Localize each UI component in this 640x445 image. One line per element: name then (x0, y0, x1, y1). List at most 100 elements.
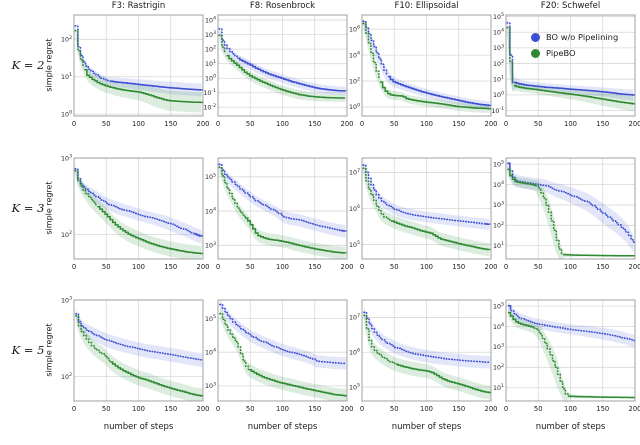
svg-text:200: 200 (485, 405, 498, 413)
svg-text:0: 0 (216, 263, 220, 271)
svg-text:105: 105 (493, 160, 504, 169)
svg-text:101: 101 (61, 72, 72, 81)
svg-text:100: 100 (132, 263, 145, 271)
svg-text:105: 105 (349, 383, 360, 392)
svg-text:200: 200 (197, 120, 210, 128)
svg-text:200: 200 (629, 405, 640, 413)
row-label-k3: K = 3 (11, 201, 45, 215)
svg-text:200: 200 (629, 263, 640, 271)
svg-text:104: 104 (349, 51, 360, 60)
svg-text:50: 50 (390, 120, 399, 128)
svg-text:50: 50 (534, 263, 543, 271)
x-axis-label: number of steps (247, 422, 318, 432)
legend-item-bo: BO w/o Pipelining (531, 29, 618, 45)
svg-text:50: 50 (246, 405, 255, 413)
svg-text:10-2: 10-2 (203, 103, 216, 112)
legend-marker-green-icon (531, 48, 540, 58)
svg-text:104: 104 (205, 207, 216, 216)
svg-text:10-1: 10-1 (491, 106, 504, 115)
svg-text:0: 0 (504, 263, 508, 271)
row-label-k2: K = 2 (11, 58, 45, 72)
svg-text:100: 100 (493, 90, 504, 99)
subplot-F10-K3: 0 50 100 150 200 105 106 107 (349, 157, 498, 271)
svg-text:102: 102 (61, 372, 72, 381)
col-title-f3: F3: Rastrigin (111, 1, 166, 11)
svg-text:100: 100 (420, 263, 433, 271)
svg-text:200: 200 (485, 263, 498, 271)
svg-text:106: 106 (349, 204, 360, 213)
svg-text:150: 150 (308, 263, 321, 271)
svg-text:100: 100 (349, 102, 360, 111)
svg-text:150: 150 (596, 263, 609, 271)
svg-text:104: 104 (493, 28, 504, 37)
svg-text:102: 102 (349, 77, 360, 86)
svg-text:100: 100 (276, 120, 289, 128)
svg-text:100: 100 (420, 405, 433, 413)
svg-text:0: 0 (360, 120, 364, 128)
svg-text:106: 106 (349, 25, 360, 34)
svg-text:100: 100 (564, 120, 577, 128)
svg-text:150: 150 (164, 405, 177, 413)
x-axis-label: number of steps (535, 422, 606, 432)
svg-text:103: 103 (205, 381, 216, 390)
svg-text:103: 103 (205, 241, 216, 250)
svg-text:200: 200 (341, 405, 354, 413)
svg-text:106: 106 (349, 348, 360, 357)
svg-text:101: 101 (493, 75, 504, 84)
svg-text:100: 100 (61, 110, 72, 119)
svg-text:50: 50 (246, 120, 255, 128)
svg-text:104: 104 (493, 180, 504, 189)
subplot-F8-K2: 0 50 100 150 200 10-2 10-1 100 101 102 103 104 (203, 14, 354, 128)
x-axis-label: number of steps (391, 422, 462, 432)
svg-text:50: 50 (534, 120, 543, 128)
svg-text:104: 104 (493, 322, 504, 331)
col-title-f8: F8: Rosenbrock (249, 1, 316, 11)
svg-text:105: 105 (205, 314, 216, 323)
svg-text:0: 0 (216, 120, 220, 128)
svg-text:50: 50 (102, 263, 111, 271)
svg-text:200: 200 (485, 120, 498, 128)
svg-text:100: 100 (276, 405, 289, 413)
svg-text:200: 200 (341, 120, 354, 128)
svg-text:150: 150 (452, 263, 465, 271)
svg-text:101: 101 (493, 383, 504, 392)
subplot-F20-K5: 0 50 100 150 200 101 102 103 104 105 (493, 299, 640, 413)
legend-marker-blue-icon (531, 32, 540, 42)
svg-text:102: 102 (493, 59, 504, 68)
svg-text:103: 103 (61, 154, 72, 163)
svg-text:0: 0 (72, 263, 76, 271)
svg-text:150: 150 (308, 120, 321, 128)
svg-text:50: 50 (102, 405, 111, 413)
svg-text:0: 0 (360, 263, 364, 271)
svg-text:50: 50 (390, 263, 399, 271)
svg-text:0: 0 (504, 120, 508, 128)
svg-text:0: 0 (216, 405, 220, 413)
svg-text:102: 102 (61, 230, 72, 239)
svg-text:105: 105 (493, 302, 504, 311)
svg-text:0: 0 (72, 120, 76, 128)
x-axis-label: number of steps (103, 422, 174, 432)
svg-text:150: 150 (596, 405, 609, 413)
svg-text:104: 104 (205, 348, 216, 357)
subplot-F8-K3: 0 50 100 150 200 103 104 105 (205, 157, 353, 271)
svg-text:150: 150 (164, 263, 177, 271)
svg-text:100: 100 (205, 74, 216, 83)
subplot-F3-K2: 0 50 100 150 200 100 101 102 (61, 14, 210, 128)
svg-text:200: 200 (197, 263, 210, 271)
svg-text:101: 101 (493, 241, 504, 250)
legend-label: PipeBO (546, 48, 576, 58)
svg-text:150: 150 (452, 405, 465, 413)
svg-text:100: 100 (132, 405, 145, 413)
svg-text:101: 101 (205, 59, 216, 68)
svg-text:150: 150 (308, 405, 321, 413)
svg-text:107: 107 (349, 168, 360, 177)
legend-item-pipebo: PipeBO (531, 45, 618, 61)
subplot-F20-K2: 0 50 100 150 200 10-1 100 101 102 103 104 105 (491, 12, 640, 128)
svg-text:100: 100 (420, 120, 433, 128)
col-title-f10: F10: Ellipsoidal (394, 1, 459, 11)
svg-text:104: 104 (205, 16, 216, 25)
svg-text:105: 105 (493, 12, 504, 21)
svg-text:200: 200 (197, 405, 210, 413)
svg-text:103: 103 (205, 30, 216, 39)
